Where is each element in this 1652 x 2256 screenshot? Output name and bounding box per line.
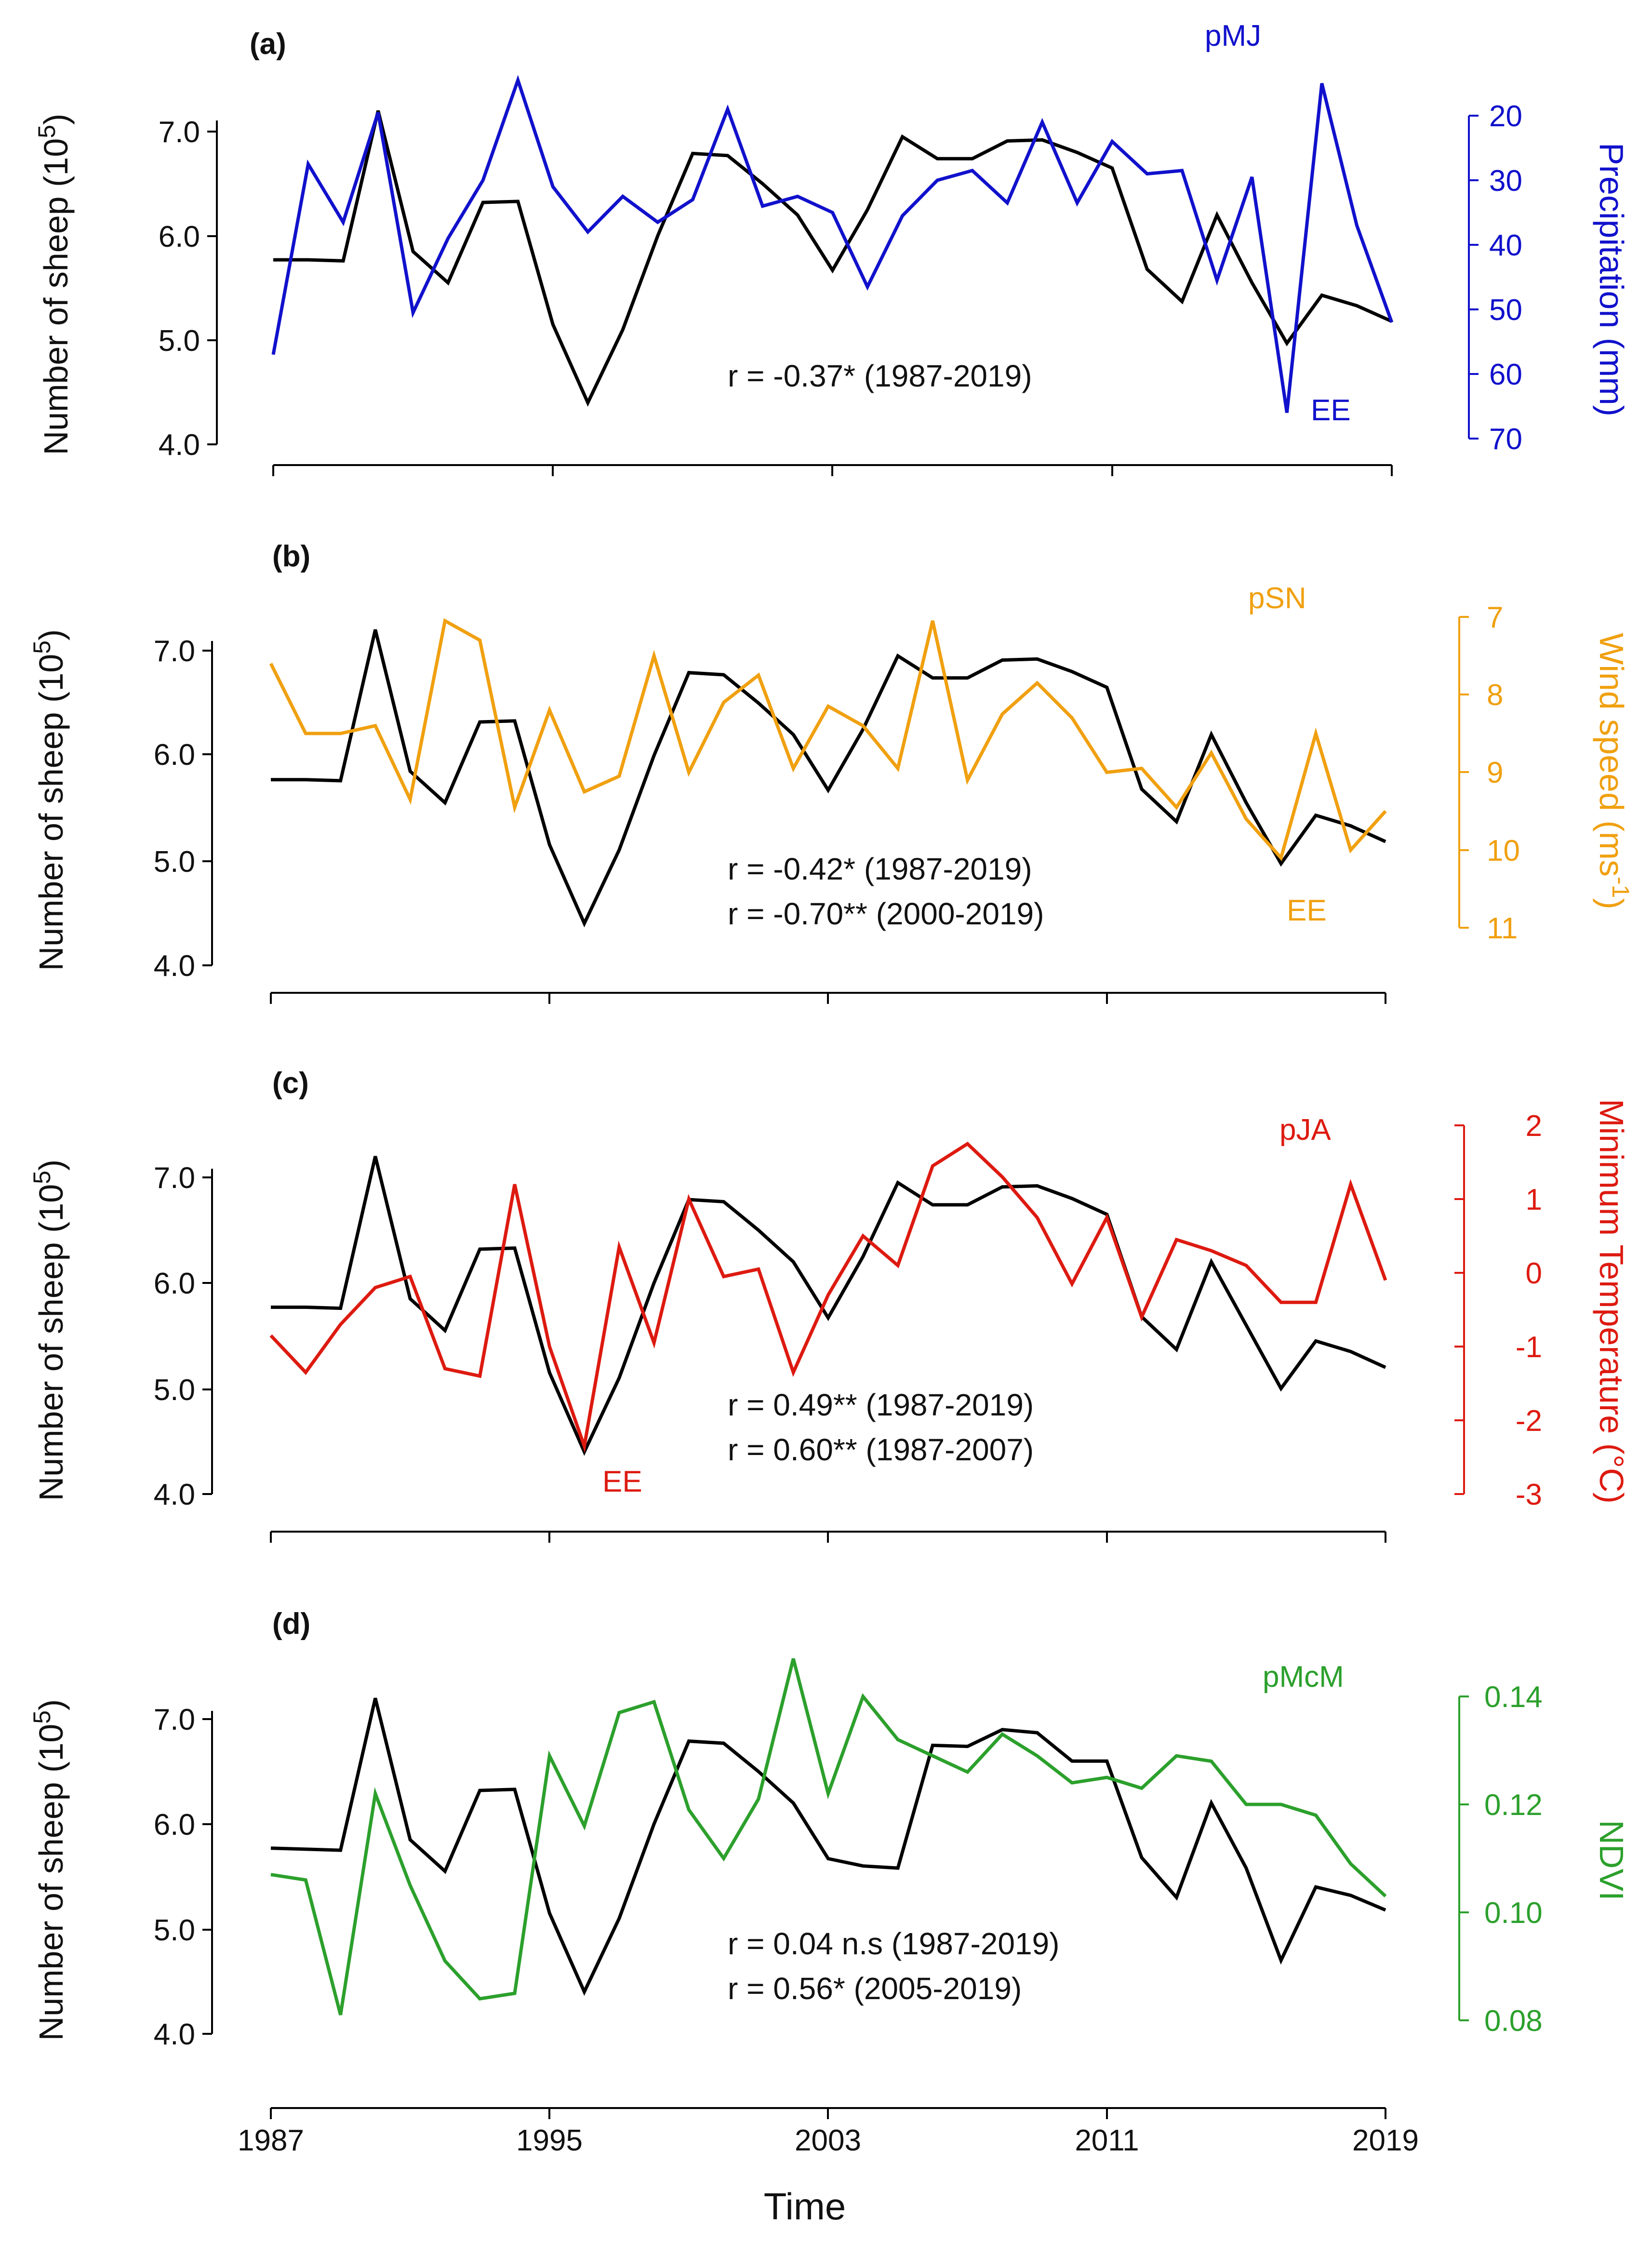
panel-b-correlation: r = -0.42* (1987-2019) [728,852,1032,886]
panel-a-y2tick: 60 [1489,358,1522,391]
panel-b-ytick: 7.0 [154,635,195,668]
panel-b-ytick: 6.0 [154,738,195,772]
panel-a-ytick: 6.0 [159,220,200,254]
panel-c-ytick: 6.0 [154,1267,195,1300]
panel-a: (a) 4.0 5.0 6.0 7.0 Number of sheep (105… [33,19,1630,476]
series-line-number-of-sheep [271,1156,1386,1456]
panel-b-ytick: 5.0 [154,845,195,879]
panel-a-label: (a) [250,27,286,61]
series-line-pja [269,1141,1387,1453]
panel-a-y2tick: 20 [1489,100,1522,133]
panel-c-ytick: 4.0 [154,1478,195,1511]
panel-c-y2tick: 2 [1526,1109,1542,1143]
x-tick-label: 1987 [238,2124,304,2157]
panel-d-y2label: NDVI [1593,1820,1630,1900]
panel-a-annotation-ee: EE [1311,394,1351,427]
panel-c-y2tick: -2 [1516,1404,1542,1438]
panel-b-label: (b) [272,540,310,573]
panel-c-ytick: 7.0 [154,1161,195,1195]
panel-b: (b) 4.0 5.0 6.0 7.0 Number of sheep (105… [28,540,1634,1004]
panel-b-right-axis: 11 10 9 8 7 Wind speed (ms-1) [1458,601,1634,945]
panel-b-y2tick: 7 [1487,601,1503,634]
series-line-number-of-sheep [270,1697,1386,1996]
panel-a-annotation-pmj: pMJ [1205,19,1261,53]
panel-a-ylabel: Number of sheep (105) [33,114,75,455]
panel-a-x-axis [272,464,1393,476]
panel-a-y2tick: 50 [1489,294,1522,327]
panel-a-right-axis: 70 60 50 40 30 20 Precipitation (mm) [1468,100,1630,456]
series-line-pmcm [270,1658,1387,2016]
panel-b-y2tick: 8 [1487,679,1503,712]
x-axis: 1987 1995 2003 2011 2019 Time [238,2107,1419,2228]
series-line-psn [269,618,1387,861]
panel-a-y2tick: 40 [1489,229,1522,262]
panel-a-y2tick: 30 [1489,164,1522,198]
panel-b-x-axis [270,992,1386,1004]
panel-c-annotation-pja: pJA [1279,1113,1331,1147]
panel-d-correlation: r = 0.04 n.s (1987-2019) [728,1926,1059,1961]
panel-b-correlation: r = -0.70** (2000-2019) [728,896,1044,931]
panel-d-ytick: 7.0 [154,1703,195,1736]
panel-d-y2tick: 0.08 [1484,2004,1543,2038]
x-tick-label: 2003 [795,2124,861,2157]
panel-a-plot [271,75,1394,413]
panel-d-ytick: 6.0 [154,1808,195,1842]
panel-c-annotation-ee: EE [602,1465,642,1498]
panel-c-ytick: 5.0 [154,1374,195,1407]
panel-d-y2tick: 0.10 [1484,1896,1543,1930]
panel-d-ytick: 5.0 [154,1914,195,1947]
panel-d-right-axis: 0.08 0.10 0.12 0.14 NDVI [1458,1681,1630,2038]
panel-b-left-axis: 4.0 5.0 6.0 7.0 Number of sheep (105) [28,629,213,983]
panel-c-x-axis [270,1531,1386,1543]
x-axis-title: Time [764,2185,846,2228]
panel-d-ytick: 4.0 [154,2018,195,2051]
panel-d-y2tick: 0.14 [1484,1681,1543,1714]
panel-d-annotation-pmcm: pMcM [1263,1660,1344,1694]
panel-b-y2tick: 9 [1487,756,1503,789]
x-tick-label: 1995 [516,2124,583,2157]
panel-b-plot [269,618,1387,928]
panel-d-ylabel: Number of sheep (105) [28,1699,70,2041]
panel-c-y2label: Minimum Temperature (°C) [1593,1099,1630,1504]
panel-c: (c) 4.0 5.0 6.0 7.0 Number of sheep (105… [28,1067,1630,1543]
panel-a-left-axis: 4.0 5.0 6.0 7.0 Number of sheep (105) [33,114,218,462]
panel-b-ytick: 4.0 [154,949,195,983]
panel-d-left-axis: 4.0 5.0 6.0 7.0 Number of sheep (105) [28,1699,213,2051]
panel-c-plot [269,1141,1387,1456]
panel-a-ytick: 4.0 [159,428,200,462]
panel-c-correlation: r = 0.49** (1987-2019) [728,1388,1034,1422]
panel-a-y2label: Precipitation (mm) [1593,143,1630,416]
panel-c-y2tick: -3 [1516,1478,1542,1511]
panel-a-ytick: 5.0 [159,324,200,358]
panel-c-y2tick: 1 [1526,1183,1542,1216]
panel-a-ytick: 7.0 [159,116,200,149]
panel-d-label: (d) [272,1607,310,1641]
panel-c-left-axis: 4.0 5.0 6.0 7.0 Number of sheep (105) [28,1160,213,1511]
panel-d-plot [270,1658,1387,2016]
panel-c-ylabel: Number of sheep (105) [28,1160,70,1501]
series-line-pmj [271,75,1394,413]
panel-c-y2tick: -1 [1516,1331,1542,1364]
panel-b-y2label: Wind speed (ms-1) [1593,633,1634,909]
panel-c-y2tick: 0 [1526,1257,1542,1290]
panel-c-correlation: r = 0.60** (1987-2007) [728,1432,1034,1467]
panel-d: (d) 4.0 5.0 6.0 7.0 Number of sheep (105… [28,1607,1630,2228]
panel-b-annotation-psn: pSN [1248,582,1306,615]
panel-d-y2tick: 0.12 [1484,1789,1543,1822]
panel-d-correlation: r = 0.56* (2005-2019) [728,1971,1022,2006]
panel-a-correlation: r = -0.37* (1987-2019) [728,359,1032,393]
x-tick-label: 2011 [1075,2124,1139,2157]
panel-a-y2tick: 70 [1489,423,1522,456]
panel-b-y2tick: 10 [1487,834,1520,868]
x-tick-label: 2019 [1352,2124,1419,2157]
panel-b-ylabel: Number of sheep (105) [28,629,70,971]
panel-c-right-axis: -3 -2 -1 0 1 2 Minimum Temperature (°C) [1454,1099,1630,1511]
panel-b-y2tick: 11 [1487,912,1518,945]
panel-b-annotation-ee: EE [1287,894,1327,927]
panel-c-label: (c) [272,1067,309,1100]
series-line-number-of-sheep [271,629,1386,928]
